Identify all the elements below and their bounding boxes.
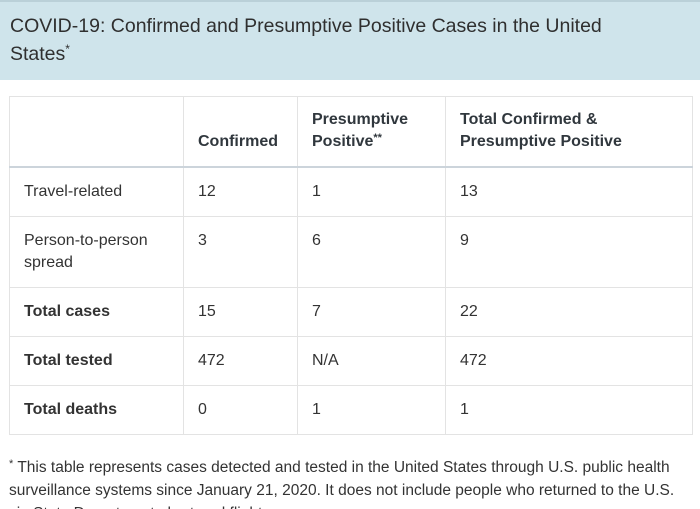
column-header-blank — [9, 96, 184, 168]
value-cell: 12 — [183, 166, 298, 217]
value-cell: 15 — [183, 287, 298, 337]
value-cell: 3 — [183, 216, 298, 288]
table-footnote: * This table represents cases detected a… — [9, 456, 687, 509]
table-row-travel-related: Travel-related 12 1 13 — [9, 166, 693, 217]
value-cell: N/A — [297, 336, 446, 386]
value-cell: 1 — [297, 166, 446, 217]
page-title: COVID-19: Confirmed and Presumptive Posi… — [10, 12, 654, 68]
value-cell: 472 — [183, 336, 298, 386]
table-row-person-to-person: Person-to-person spread 3 6 9 — [9, 216, 693, 288]
value-cell: 6 — [297, 216, 446, 288]
value-cell: 22 — [445, 287, 693, 337]
value-cell: 1 — [445, 385, 693, 435]
value-cell: 9 — [445, 216, 693, 288]
value-cell: 0 — [183, 385, 298, 435]
header-row: Confirmed Presumptive Positive** Total C… — [9, 96, 693, 168]
cases-table-header: Confirmed Presumptive Positive** Total C… — [9, 96, 693, 168]
value-cell: 472 — [445, 336, 693, 386]
footnote-text: This table represents cases detected and… — [9, 459, 675, 509]
cases-table: Confirmed Presumptive Positive** Total C… — [9, 96, 693, 435]
column-header-presumptive-marker: ** — [373, 132, 382, 144]
row-label-cell: Travel-related — [9, 166, 184, 217]
row-label-cell: Total tested — [9, 336, 184, 386]
value-cell: 7 — [297, 287, 446, 337]
footnote-marker: * — [9, 458, 14, 470]
table-row-total-cases: Total cases 15 7 22 — [9, 287, 693, 337]
row-label-cell: Total deaths — [9, 385, 184, 435]
page-title-text: COVID-19: Confirmed and Presumptive Posi… — [10, 15, 602, 65]
table-row-total-tested: Total tested 472 N/A 472 — [9, 336, 693, 386]
column-header-confirmed: Confirmed — [183, 96, 298, 168]
table-row-total-deaths: Total deaths 0 1 1 — [9, 385, 693, 435]
value-cell: 13 — [445, 166, 693, 217]
row-label-cell: Person-to-person spread — [9, 216, 184, 288]
value-cell: 1 — [297, 385, 446, 435]
row-label-cell: Total cases — [9, 287, 184, 337]
page-title-footnote-marker: * — [65, 42, 70, 56]
column-header-total: Total Confirmed & Presumptive Positive — [445, 96, 693, 168]
column-header-presumptive-positive: Presumptive Positive** — [297, 96, 446, 168]
page-header: COVID-19: Confirmed and Presumptive Posi… — [0, 0, 700, 80]
